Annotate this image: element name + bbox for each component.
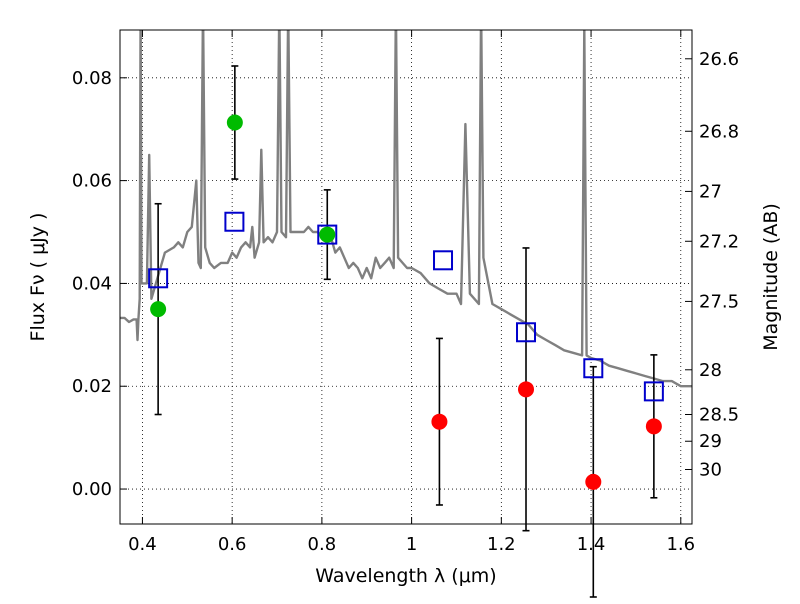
y-tick-label: 0.00 (72, 479, 112, 500)
right-tick-label: 27.2 (699, 231, 739, 252)
y-tick-label: 0.08 (72, 68, 112, 89)
model-square (148, 268, 169, 289)
x-tick-label: 0.8 (308, 534, 337, 555)
nondetection-point (585, 473, 602, 490)
x-tick-label: 1.6 (666, 534, 695, 555)
right-tick-label: 29 (699, 431, 722, 452)
observed-points (150, 114, 662, 490)
model-square (516, 322, 537, 343)
x-tick-label: 1.2 (487, 534, 516, 555)
nondetection-point (518, 381, 535, 398)
spectrum-line (120, 30, 692, 388)
y-tick-label: 0.06 (72, 171, 112, 192)
nondetection-point (645, 418, 662, 435)
right-tick-label: 26.8 (699, 121, 739, 142)
model-square (224, 211, 245, 232)
nondetection-point (431, 413, 448, 430)
x-tick-label: 1.4 (577, 534, 606, 555)
y-axis-right-label: Magnitude (AB) (760, 203, 782, 351)
y-tick-label: 0.02 (72, 376, 112, 397)
right-tick-label: 28.5 (699, 405, 739, 426)
plot-frame (119, 29, 693, 525)
grid (120, 30, 692, 524)
model-square (317, 224, 338, 245)
model-square (583, 358, 604, 379)
right-tick-label: 28 (699, 360, 722, 381)
right-tick-label: 30 (699, 460, 722, 481)
right-tick-label: 27 (699, 181, 722, 202)
x-tick-label: 0.4 (128, 534, 157, 555)
right-tick-label: 26.6 (699, 49, 739, 70)
right-tick-label: 27.5 (699, 291, 739, 312)
detection-point (226, 114, 243, 131)
model-photometry-squares (148, 211, 664, 402)
model-spectrum (120, 30, 692, 388)
detection-point (319, 226, 336, 243)
detection-point (150, 301, 167, 318)
axis-ticks: 0.4 0.6 0.8 1 1.2 1.4 1.6 0.00 0.02 0.04 0.06 0.08 2… (72, 30, 739, 555)
y-axis-label: Flux Fν ( μJy ) (27, 213, 49, 342)
model-square (433, 250, 454, 271)
y-tick-label: 0.04 (72, 273, 112, 294)
x-axis-label: Wavelength λ (μm) (315, 565, 496, 587)
x-tick-label: 0.6 (218, 534, 247, 555)
x-tick-label: 1 (406, 534, 417, 555)
model-square (643, 381, 664, 402)
